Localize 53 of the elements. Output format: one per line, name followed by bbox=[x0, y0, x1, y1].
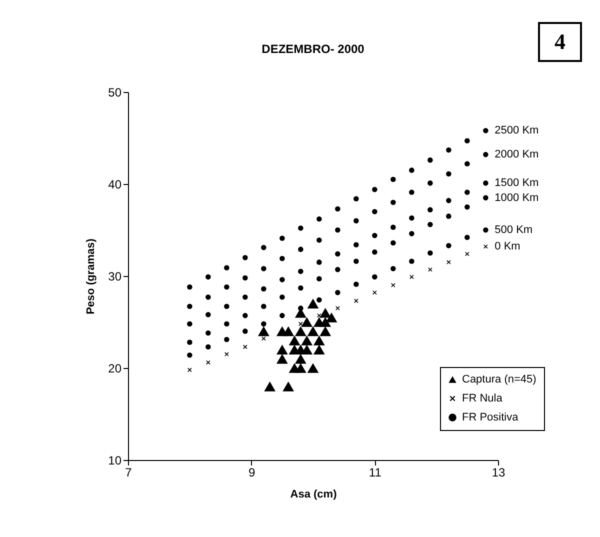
point bbox=[264, 381, 276, 392]
point bbox=[354, 298, 358, 303]
point bbox=[307, 298, 319, 309]
y-axis-title: Peso (gramas) bbox=[85, 238, 98, 314]
point bbox=[320, 326, 332, 336]
point bbox=[313, 335, 325, 346]
legend-label: FR Positiva bbox=[462, 412, 520, 424]
annotation: 0 Km bbox=[494, 240, 520, 253]
point bbox=[276, 354, 288, 364]
point bbox=[326, 312, 338, 322]
text: 4 bbox=[538, 22, 582, 62]
x-axis-title: Asa (cm) bbox=[290, 488, 338, 500]
annotation: 500 Km bbox=[494, 224, 533, 236]
point bbox=[313, 344, 325, 355]
point bbox=[188, 368, 192, 372]
x-tick-label: 11 bbox=[368, 466, 382, 480]
point bbox=[258, 326, 270, 336]
y-tick-label: 10 bbox=[108, 454, 122, 468]
annotation: 1500 Km bbox=[494, 177, 539, 190]
point bbox=[391, 283, 396, 288]
point bbox=[243, 344, 248, 349]
x-tick-label: 7 bbox=[125, 466, 132, 480]
y-tick-label: 20 bbox=[108, 362, 122, 376]
point bbox=[282, 326, 294, 336]
point bbox=[307, 326, 319, 336]
point bbox=[276, 344, 288, 355]
annotation: 1000 Km bbox=[494, 192, 539, 204]
legend-label: FR Nula bbox=[462, 392, 504, 404]
point bbox=[301, 317, 313, 327]
chart-title: DEZEMBRO- 2000 bbox=[262, 42, 365, 56]
x-tick-label: 13 bbox=[492, 466, 506, 480]
legend-label: Captura (n=45) bbox=[462, 374, 536, 386]
point bbox=[224, 352, 229, 356]
point bbox=[307, 363, 319, 373]
x-tick-label: 9 bbox=[248, 466, 256, 480]
point bbox=[294, 326, 306, 336]
point bbox=[288, 335, 300, 346]
point bbox=[301, 335, 313, 346]
point bbox=[294, 354, 306, 364]
annotation: 2000 Km bbox=[494, 148, 539, 161]
point bbox=[410, 274, 414, 280]
point bbox=[320, 317, 332, 327]
point bbox=[465, 252, 470, 256]
y-tick-label: 50 bbox=[108, 86, 122, 100]
point bbox=[294, 363, 306, 373]
annotation: 2500 Km bbox=[494, 124, 539, 137]
point bbox=[298, 322, 303, 326]
point bbox=[446, 260, 451, 264]
point bbox=[320, 308, 332, 318]
point bbox=[336, 306, 340, 310]
y-tick-label: 30 bbox=[108, 270, 122, 284]
point bbox=[282, 381, 294, 392]
y-tick-label: 40 bbox=[108, 178, 122, 192]
